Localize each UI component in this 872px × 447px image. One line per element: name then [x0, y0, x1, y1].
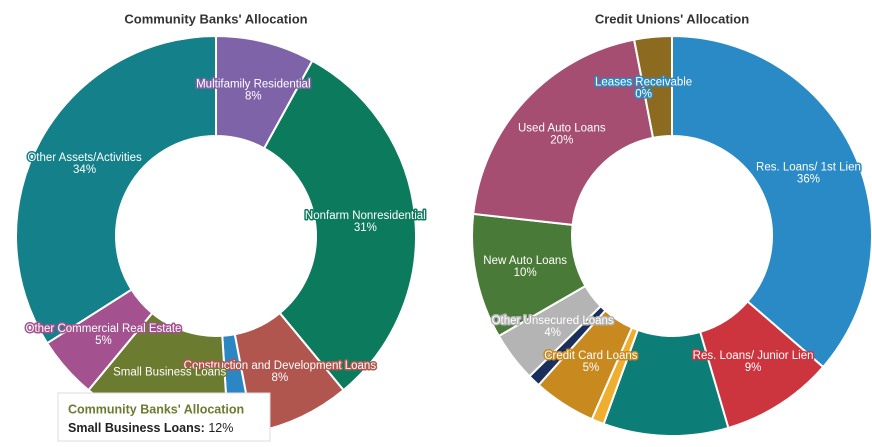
slice-label: Other Assets/Activities [27, 152, 142, 164]
value-label: 36% [797, 174, 820, 186]
slice-label: Credit Card Loans [544, 350, 638, 362]
value-label: 20% [550, 134, 573, 146]
value-label: 8% [245, 91, 262, 103]
tooltip-label: Small Business Loans: [68, 421, 205, 435]
value-label: 10% [514, 267, 537, 279]
slice-label: Nonfarm Nonresidential [305, 210, 426, 222]
tooltip-box [57, 392, 271, 442]
slice-label: Other Commercial Real Estate [26, 323, 182, 335]
slice-label: Res. Loans/ 1st Lien [756, 162, 861, 174]
value-label: 9% [745, 362, 762, 374]
value-label: 5% [95, 335, 112, 347]
slice-label: Small Business Loans [113, 367, 226, 379]
value-label: 8% [272, 372, 289, 384]
value-label: 31% [354, 222, 377, 234]
value-label: 34% [73, 164, 96, 176]
value-label: 0% [635, 89, 652, 101]
slice-label: Construction and Development Loans [184, 360, 377, 372]
slice-label: Multifamily Residential [196, 79, 310, 91]
value-label: 5% [583, 362, 600, 374]
slice [15, 34, 217, 345]
chart-title: Credit Unions' Allocation [595, 11, 749, 26]
chart-title: Community Banks' Allocation [124, 11, 307, 26]
slice [671, 34, 872, 369]
tooltip-value: 12% [208, 421, 233, 435]
slice [472, 38, 655, 227]
tooltip-text: Small Business Loans: 12% [68, 421, 233, 435]
slice-label: Res. Loans/ Junior Lien [693, 350, 814, 362]
slice [632, 34, 673, 139]
slice-label: Used Auto Loans [518, 122, 606, 134]
tooltip-title: Community Banks' Allocation [68, 402, 244, 416]
slice [262, 59, 417, 392]
value-label: 4% [544, 327, 561, 339]
tooltip: Community Banks' Allocation Small Busine… [57, 392, 271, 442]
slice-label: New Auto Loans [483, 255, 567, 267]
slice-label: Other Unsecured Loans [492, 315, 614, 327]
slice-label: Leases Receivable [595, 77, 692, 89]
